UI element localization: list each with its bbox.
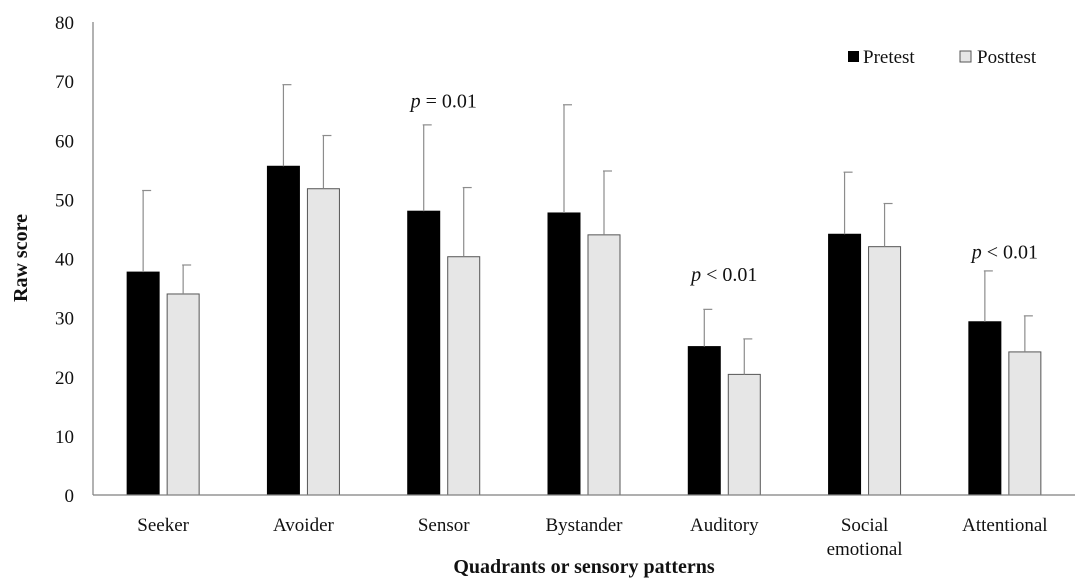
legend-swatch-pretest xyxy=(848,51,859,62)
y-tick-label: 30 xyxy=(55,309,74,330)
y-tick-label: 10 xyxy=(55,427,74,448)
x-tick-label-line: Bystander xyxy=(545,515,623,536)
y-tick-label: 50 xyxy=(55,190,74,211)
bar-posttest-4 xyxy=(727,373,761,496)
bars-group xyxy=(126,165,1042,496)
legend-label-pretest: Pretest xyxy=(863,47,915,68)
x-tick-label: Avoider xyxy=(273,515,335,536)
x-tick-label-line: Seeker xyxy=(137,515,189,536)
x-tick-label-line: Attentional xyxy=(962,515,1047,536)
bar-pretest-6 xyxy=(968,321,1002,496)
error-bars-group xyxy=(142,84,1033,375)
p-value-annotation: p = 0.01 xyxy=(409,91,477,113)
legend: Pretest Posttest xyxy=(848,47,1037,68)
p-value-text: < 0.01 xyxy=(701,264,757,286)
x-tick-label-line: emotional xyxy=(827,539,903,560)
bar-posttest-1 xyxy=(306,188,340,496)
bar-pretest-2 xyxy=(407,210,441,496)
p-value-annotation: p < 0.01 xyxy=(970,242,1038,264)
y-tick-label: 80 xyxy=(55,13,74,34)
p-value-text: = 0.01 xyxy=(421,91,477,113)
x-tick-label-line: Avoider xyxy=(273,515,335,536)
x-tick-label: Attentional xyxy=(962,515,1047,536)
bar-pretest-0 xyxy=(126,271,160,496)
p-symbol: p xyxy=(409,91,421,113)
y-tick-label: 0 xyxy=(65,486,75,507)
legend-swatch-posttest xyxy=(959,50,972,63)
x-axis-title: Quadrants or sensory patterns xyxy=(453,556,715,578)
x-tick-label-line: Social xyxy=(841,515,889,536)
bar-posttest-2 xyxy=(447,256,481,496)
y-tick-label: 70 xyxy=(55,72,74,93)
p-symbol: p xyxy=(970,242,982,264)
x-tick-label: Social emotional xyxy=(827,515,903,560)
bar-pretest-4 xyxy=(687,346,721,496)
y-axis-ticks: 0 10 20 30 40 50 60 70 80 xyxy=(55,13,74,507)
bar-posttest-6 xyxy=(1008,351,1042,496)
y-axis-title: Raw score xyxy=(10,214,32,302)
x-tick-label: Sensor xyxy=(418,515,470,536)
bar-posttest-5 xyxy=(868,246,902,496)
p-value-annotation: p < 0.01 xyxy=(689,264,757,286)
x-tick-label: Bystander xyxy=(545,515,623,536)
bar-posttest-3 xyxy=(587,234,621,496)
x-tick-label-line: Auditory xyxy=(690,515,759,536)
bar-pretest-3 xyxy=(547,212,581,496)
y-tick-label: 60 xyxy=(55,131,74,152)
y-tick-label: 40 xyxy=(55,250,74,271)
bar-pretest-1 xyxy=(266,165,300,496)
y-tick-label: 20 xyxy=(55,368,74,389)
legend-label-posttest: Posttest xyxy=(977,47,1037,68)
bar-posttest-0 xyxy=(166,293,200,496)
x-axis-category-labels: Seeker Avoider Sensor Bystander Auditory Soci… xyxy=(137,515,1047,560)
p-value-text: < 0.01 xyxy=(982,242,1038,264)
x-tick-label: Auditory xyxy=(690,515,759,536)
x-tick-label: Seeker xyxy=(137,515,189,536)
significance-annotations: p = 0.01p < 0.01p < 0.01 xyxy=(409,91,1038,286)
x-tick-label-line: Sensor xyxy=(418,515,470,536)
p-symbol: p xyxy=(689,264,701,286)
bar-pretest-5 xyxy=(828,233,862,496)
